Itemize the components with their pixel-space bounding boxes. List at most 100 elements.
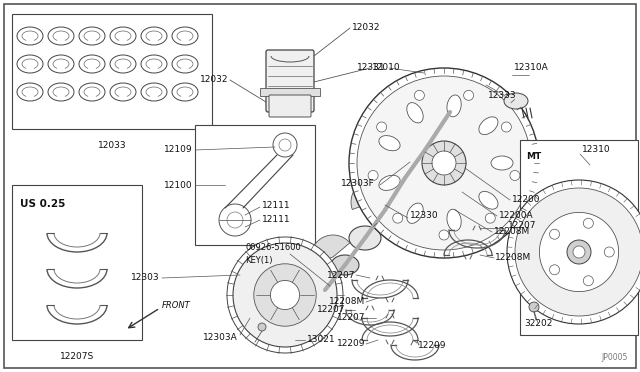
Ellipse shape: [407, 203, 423, 223]
Circle shape: [439, 230, 449, 240]
Text: 12100: 12100: [164, 180, 193, 189]
Ellipse shape: [88, 38, 96, 42]
Text: 12207: 12207: [508, 221, 536, 231]
Text: US 0.25: US 0.25: [20, 199, 65, 209]
Ellipse shape: [181, 93, 189, 99]
Text: 12208M: 12208M: [329, 298, 365, 307]
Circle shape: [550, 265, 559, 275]
Circle shape: [540, 212, 619, 292]
Ellipse shape: [150, 93, 158, 99]
Ellipse shape: [53, 87, 69, 97]
Ellipse shape: [53, 59, 69, 69]
Circle shape: [377, 122, 387, 132]
Ellipse shape: [150, 38, 158, 42]
Ellipse shape: [22, 31, 38, 41]
Ellipse shape: [79, 55, 105, 73]
Ellipse shape: [447, 209, 461, 231]
Ellipse shape: [331, 255, 359, 275]
Ellipse shape: [57, 38, 65, 42]
Ellipse shape: [146, 31, 162, 41]
Ellipse shape: [181, 38, 189, 42]
Circle shape: [432, 151, 456, 175]
Bar: [12, 14, 212, 129]
Ellipse shape: [48, 27, 74, 45]
Ellipse shape: [379, 175, 400, 190]
Ellipse shape: [141, 27, 167, 45]
Text: 12331: 12331: [357, 64, 386, 73]
Ellipse shape: [491, 156, 513, 170]
Circle shape: [422, 141, 466, 185]
Text: 12207S: 12207S: [60, 352, 94, 361]
Ellipse shape: [172, 83, 198, 101]
Ellipse shape: [172, 27, 198, 45]
Ellipse shape: [177, 59, 193, 69]
Circle shape: [414, 90, 424, 100]
Text: 12200: 12200: [512, 196, 541, 205]
Ellipse shape: [479, 117, 498, 135]
Circle shape: [583, 218, 593, 228]
Ellipse shape: [447, 95, 461, 117]
Text: 12207: 12207: [317, 305, 345, 314]
Text: 12111: 12111: [262, 201, 291, 209]
Circle shape: [604, 247, 614, 257]
Ellipse shape: [84, 31, 100, 41]
Ellipse shape: [22, 59, 38, 69]
Ellipse shape: [141, 55, 167, 73]
Text: 12032: 12032: [200, 76, 228, 84]
Text: 12111: 12111: [262, 215, 291, 224]
Ellipse shape: [301, 288, 329, 308]
Circle shape: [583, 276, 593, 286]
Bar: [12, 185, 142, 340]
Circle shape: [254, 264, 316, 326]
Bar: [260, 88, 320, 96]
Circle shape: [227, 212, 243, 228]
Ellipse shape: [84, 87, 100, 97]
Ellipse shape: [177, 31, 193, 41]
Circle shape: [271, 280, 300, 310]
Ellipse shape: [115, 31, 131, 41]
Ellipse shape: [57, 65, 65, 71]
Ellipse shape: [177, 87, 193, 97]
Text: 12033: 12033: [98, 141, 126, 150]
Circle shape: [393, 213, 403, 223]
Ellipse shape: [172, 55, 198, 73]
Ellipse shape: [110, 83, 136, 101]
Circle shape: [219, 204, 251, 236]
Ellipse shape: [444, 86, 480, 114]
Text: 12207: 12207: [337, 314, 365, 323]
Circle shape: [507, 180, 640, 324]
Ellipse shape: [379, 135, 400, 151]
Text: 12208M: 12208M: [494, 228, 531, 237]
Text: 12209: 12209: [418, 340, 447, 350]
Circle shape: [501, 122, 511, 132]
Text: 12200A: 12200A: [499, 212, 534, 221]
Circle shape: [573, 246, 585, 258]
Ellipse shape: [26, 93, 34, 99]
Ellipse shape: [88, 93, 96, 99]
Ellipse shape: [17, 55, 43, 73]
Ellipse shape: [79, 83, 105, 101]
Circle shape: [485, 213, 495, 223]
Ellipse shape: [181, 65, 189, 71]
Ellipse shape: [150, 65, 158, 71]
Ellipse shape: [53, 31, 69, 41]
Ellipse shape: [309, 278, 341, 302]
Circle shape: [227, 237, 343, 353]
Circle shape: [279, 139, 291, 151]
Text: JP0005: JP0005: [602, 353, 628, 362]
Circle shape: [463, 90, 474, 100]
Text: MT: MT: [526, 152, 541, 161]
Bar: [195, 125, 315, 245]
Circle shape: [258, 323, 266, 331]
Text: 12209: 12209: [337, 340, 365, 349]
Wedge shape: [351, 180, 390, 209]
Ellipse shape: [110, 27, 136, 45]
FancyBboxPatch shape: [269, 95, 311, 117]
Wedge shape: [391, 120, 430, 150]
Text: 12303: 12303: [131, 273, 160, 282]
Text: 12303F: 12303F: [341, 179, 375, 187]
Ellipse shape: [119, 93, 127, 99]
Ellipse shape: [22, 87, 38, 97]
Text: FRONT: FRONT: [162, 301, 191, 311]
Text: 12333: 12333: [488, 90, 516, 99]
